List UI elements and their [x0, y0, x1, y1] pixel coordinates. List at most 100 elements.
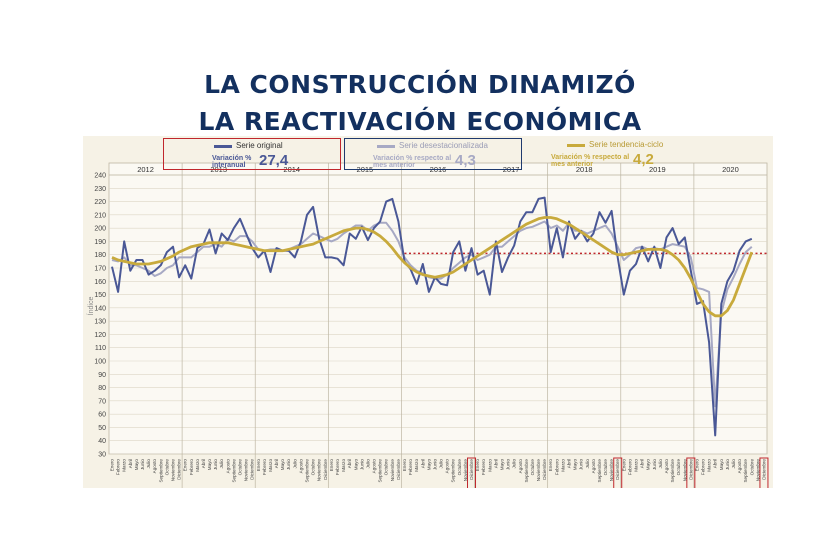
month-tick-label: Marzo	[707, 459, 712, 472]
y-tick-label: 200	[94, 226, 106, 233]
y-tick-label: 40	[98, 438, 106, 445]
y-tick-label: 160	[94, 279, 106, 286]
month-tick-label: Diciembre	[177, 459, 182, 480]
headline-line-2: LA REACTIVACIÓN ECONÓMICA	[198, 107, 642, 136]
line-chart: 30 40 50 60 70 80 90 100 110 120 130 140 150 160 170 18…	[86, 162, 769, 488]
month-tick-label: Enero	[183, 459, 188, 472]
legend-tendencia-name: Serie tendencia-ciclo	[589, 140, 664, 149]
month-tick-label: Abril	[347, 459, 352, 468]
month-tick-label: Diciembre	[615, 459, 620, 480]
month-tick-label: Marzo	[268, 459, 273, 472]
month-tick-label: Octubre	[237, 459, 242, 476]
y-tick-label: 90	[98, 372, 106, 379]
month-tick-label: Septiembre	[670, 459, 675, 483]
month-tick-label: Septiembre	[305, 459, 310, 483]
month-tick-label: Noviembre	[536, 459, 541, 482]
y-tick-label: 240	[94, 173, 106, 180]
month-tick-label: Noviembre	[682, 459, 687, 482]
month-tick-label: Mayo	[499, 459, 504, 471]
month-tick-label: Marzo	[634, 459, 639, 472]
legend-original-swatch	[214, 145, 232, 148]
highlight-month-box	[686, 457, 696, 488]
legend-tendencia-label: Variación % respecto al mes anterior	[551, 154, 630, 168]
month-tick-label: Octubre	[311, 459, 316, 476]
month-tick-label: Junio	[359, 459, 364, 470]
y-tick-label: 230	[94, 186, 106, 193]
month-tick-label: Agosto	[372, 459, 377, 474]
month-tick-label: Agosto	[225, 459, 230, 474]
month-tick-label: Abril	[128, 459, 133, 468]
month-tick-label: Febrero	[481, 459, 486, 476]
month-tick-label: Diciembre	[761, 459, 766, 480]
month-tick-label: Noviembre	[463, 459, 468, 482]
month-tick-label: Noviembre	[170, 459, 175, 482]
month-tick-label: Julio	[365, 459, 370, 469]
year-label: 2019	[649, 165, 666, 174]
month-tick-label: Febrero	[116, 459, 121, 476]
month-tick-label: Julio	[219, 459, 224, 469]
month-tick-label: Junio	[432, 459, 437, 470]
headline-line-1: LA CONSTRUCCIÓN DINAMIZÓ	[204, 70, 636, 99]
legend-desest-swatch	[377, 145, 395, 148]
month-tick-label: Agosto	[664, 459, 669, 474]
month-tick-label: Octubre	[164, 459, 169, 476]
chart-panel: 30 40 50 60 70 80 90 100 110 120 130 140 150 160 170 18…	[83, 136, 773, 488]
month-tick-label: Enero	[475, 459, 480, 472]
month-tick-label: Junio	[140, 459, 145, 470]
month-tick-label: Febrero	[701, 459, 706, 476]
y-tick-label: 120	[94, 332, 106, 339]
month-tick-label: Julio	[731, 459, 736, 469]
year-label: 2012	[137, 165, 154, 174]
month-tick-label: Octubre	[457, 459, 462, 476]
month-tick-label: Enero	[402, 459, 407, 472]
month-tick-label: Septiembre	[451, 459, 456, 483]
month-tick-label: Octubre	[676, 459, 681, 476]
month-tick-label: Noviembre	[244, 459, 249, 482]
month-tick-label: Noviembre	[317, 459, 322, 482]
month-tick-label: Marzo	[341, 459, 346, 472]
month-tick-label: Diciembre	[688, 459, 693, 480]
legend-original-name: Serie original	[236, 141, 283, 150]
month-tick-label: Junio	[506, 459, 511, 470]
month-tick-label: Agosto	[445, 459, 450, 474]
month-tick-label: Abril	[640, 459, 645, 468]
month-tick-label: Agosto	[591, 459, 596, 474]
month-tick-label: Mayo	[426, 459, 431, 471]
month-tick-label: Abril	[713, 459, 718, 468]
month-tick-label: Septiembre	[743, 459, 748, 483]
y-tick-label: 80	[98, 385, 106, 392]
legend-desest-value: 4,3	[455, 152, 476, 169]
month-tick-label: Febrero	[189, 459, 194, 476]
month-tick-label: Septiembre	[158, 459, 163, 483]
month-tick-label: Agosto	[518, 459, 523, 474]
month-tick-label: Mayo	[353, 459, 358, 471]
legend-desest-name: Serie desestacionalizada	[399, 141, 488, 150]
month-tick-label: Septiembre	[597, 459, 602, 483]
legend-original-value: 27,4	[259, 152, 289, 169]
month-tick-label: Noviembre	[609, 459, 614, 482]
month-tick-label: Abril	[201, 459, 206, 468]
y-tick-label: 190	[94, 239, 106, 246]
month-tick-label: Noviembre	[390, 459, 395, 482]
y-tick-label: 150	[94, 292, 106, 299]
month-tick-label: Mayo	[719, 459, 724, 471]
month-tick-label: Octubre	[603, 459, 608, 476]
month-tick-label: Junio	[579, 459, 584, 470]
highlight-month-box	[467, 457, 477, 488]
month-tick-label: Julio	[146, 459, 151, 469]
legend-desest-label: Variación % respecto al mes anterior	[373, 155, 452, 169]
month-tick-label: Febrero	[627, 459, 632, 476]
month-tick-label: Febrero	[335, 459, 340, 476]
month-tick-label: Julio	[585, 459, 590, 469]
month-tick-label: Mayo	[134, 459, 139, 471]
month-tick-label: Octubre	[530, 459, 535, 476]
month-tick-label: Abril	[566, 459, 571, 468]
year-label: 2018	[576, 165, 593, 174]
y-tick-label: 70	[98, 398, 106, 405]
month-tick-label: Julio	[512, 459, 517, 469]
month-tick-label: Junio	[725, 459, 730, 470]
month-tick-label: Junio	[286, 459, 291, 470]
month-tick-label: Marzo	[122, 459, 127, 472]
y-tick-label: 110	[95, 345, 106, 352]
legend-original-label: Variación % interanual	[212, 155, 252, 169]
